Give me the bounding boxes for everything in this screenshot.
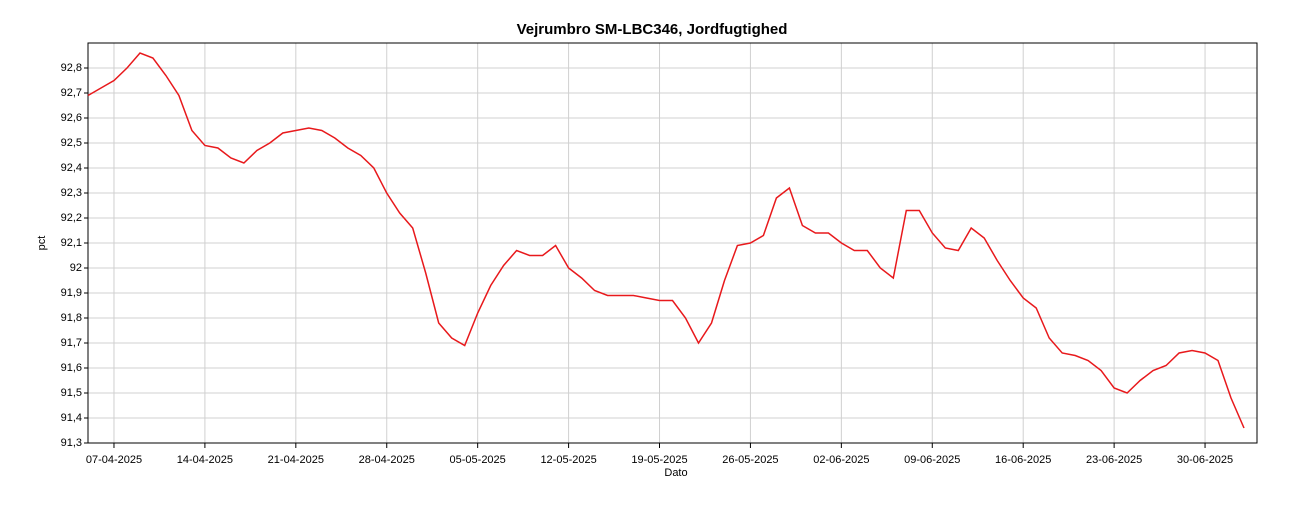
x-tick-label: 28-04-2025 [359,454,415,466]
x-tick-label: 12-05-2025 [540,454,596,466]
y-tick-label: 92,2 [61,212,82,224]
x-tick-label: 05-05-2025 [450,454,506,466]
data-line [87,52,1245,429]
y-tick-label: 92,1 [61,237,82,249]
x-tick-label: 07-04-2025 [86,454,142,466]
x-tick-label: 09-06-2025 [904,454,960,466]
y-tick-label: 91,7 [61,337,82,349]
y-tick-label: 92,7 [61,87,82,99]
y-tick-label: 92,5 [61,137,82,149]
x-tick-label: 26-05-2025 [722,454,778,466]
y-axis-label: pct [36,236,48,251]
y-tick-label: 91,5 [61,387,82,399]
y-tick-label: 91,8 [61,312,82,324]
x-axis-label: Dato [664,467,687,479]
y-tick-label: 91,3 [61,437,82,449]
y-tick-label: 92,8 [61,62,82,74]
x-tick-label: 02-06-2025 [813,454,869,466]
x-tick-label: 16-06-2025 [995,454,1051,466]
x-tick-label: 30-06-2025 [1177,454,1233,466]
y-tick-label: 92 [70,262,82,274]
x-tick-label: 23-06-2025 [1086,454,1142,466]
x-tick-label: 19-05-2025 [631,454,687,466]
y-tick-label: 92,4 [61,162,82,174]
y-tick-label: 92,6 [61,112,82,124]
chart-title: Vejrumbro SM-LBC346, Jordfugtighed [517,21,788,38]
y-tick-label: 91,4 [61,412,82,424]
x-tick-label: 21-04-2025 [268,454,324,466]
y-tick-label: 91,6 [61,362,82,374]
y-tick-label: 91,9 [61,287,82,299]
y-tick-label: 92,3 [61,187,82,199]
x-tick-label: 14-04-2025 [177,454,233,466]
plot-frame [87,42,1258,444]
